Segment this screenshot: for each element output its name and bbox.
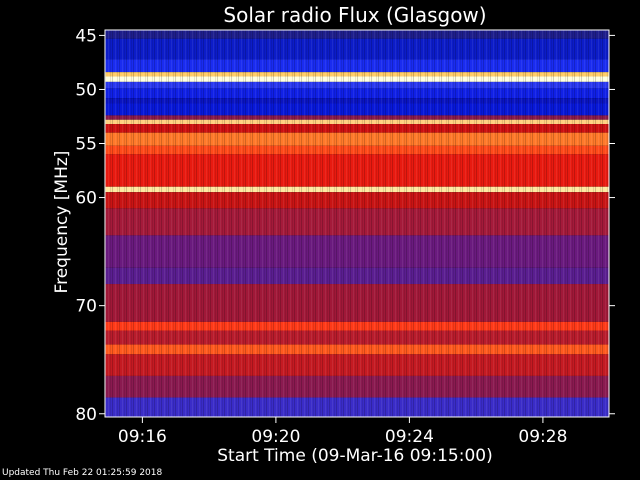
x-axis-label: Start Time (09-Mar-16 09:15:00) xyxy=(217,446,492,466)
plot-frame xyxy=(104,29,610,418)
chart-title: Solar radio Flux (Glasgow) xyxy=(223,3,486,27)
y-axis: 45 50 55 60 70 80 xyxy=(75,26,615,425)
x-tick-label: 09:24 xyxy=(385,427,434,447)
y-axis-label: Frequency [MHz] xyxy=(52,151,72,294)
x-tick-label: 09:28 xyxy=(518,427,567,447)
updated-timestamp: Updated Thu Feb 22 01:25:59 2018 xyxy=(2,468,163,478)
x-axis: 09:16 09:20 09:24 09:28 xyxy=(118,417,567,447)
y-tick-label: 80 xyxy=(75,405,97,425)
y-tick-label: 60 xyxy=(75,189,97,209)
y-tick-label: 50 xyxy=(75,80,97,100)
texture-overlay xyxy=(105,30,609,417)
x-tick-label: 09:20 xyxy=(251,427,300,447)
x-tick-label: 09:16 xyxy=(118,427,167,447)
y-tick-label: 45 xyxy=(75,26,97,46)
y-tick-label: 55 xyxy=(75,135,97,155)
y-tick-label: 70 xyxy=(75,297,97,317)
